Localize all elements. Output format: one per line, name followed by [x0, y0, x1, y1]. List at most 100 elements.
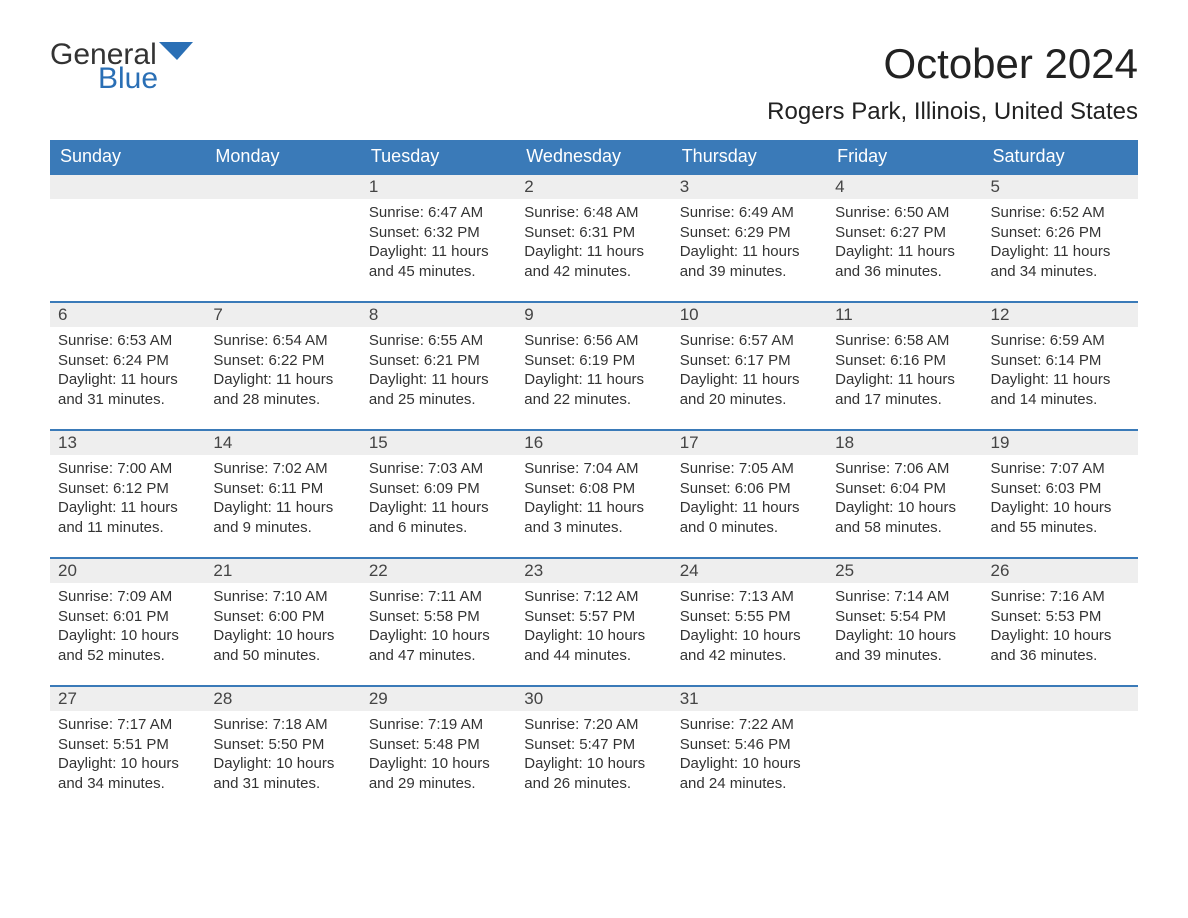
- calendar-day: 14Sunrise: 7:02 AMSunset: 6:11 PMDayligh…: [205, 429, 360, 557]
- calendar-row: 1Sunrise: 6:47 AMSunset: 6:32 PMDaylight…: [50, 173, 1138, 301]
- day-details: Sunrise: 7:18 AMSunset: 5:50 PMDaylight:…: [205, 711, 360, 803]
- title-block: October 2024 Rogers Park, Illinois, Unit…: [767, 40, 1138, 126]
- day-details: Sunrise: 7:03 AMSunset: 6:09 PMDaylight:…: [361, 455, 516, 547]
- calendar-day: 19Sunrise: 7:07 AMSunset: 6:03 PMDayligh…: [983, 429, 1138, 557]
- calendar-day: 10Sunrise: 6:57 AMSunset: 6:17 PMDayligh…: [672, 301, 827, 429]
- day-details: Sunrise: 6:48 AMSunset: 6:31 PMDaylight:…: [516, 199, 671, 291]
- weekday-header: Tuesday: [361, 140, 516, 173]
- day-number: 25: [827, 557, 982, 583]
- weekday-header: Sunday: [50, 140, 205, 173]
- calendar-day: 30Sunrise: 7:20 AMSunset: 5:47 PMDayligh…: [516, 685, 671, 813]
- day-number: 18: [827, 429, 982, 455]
- day-details: Sunrise: 6:59 AMSunset: 6:14 PMDaylight:…: [983, 327, 1138, 419]
- day-number: 24: [672, 557, 827, 583]
- calendar-empty: [983, 685, 1138, 813]
- calendar-day: 12Sunrise: 6:59 AMSunset: 6:14 PMDayligh…: [983, 301, 1138, 429]
- calendar-day: 29Sunrise: 7:19 AMSunset: 5:48 PMDayligh…: [361, 685, 516, 813]
- calendar-day: 22Sunrise: 7:11 AMSunset: 5:58 PMDayligh…: [361, 557, 516, 685]
- calendar-day: 11Sunrise: 6:58 AMSunset: 6:16 PMDayligh…: [827, 301, 982, 429]
- day-details: Sunrise: 7:00 AMSunset: 6:12 PMDaylight:…: [50, 455, 205, 547]
- day-number: 28: [205, 685, 360, 711]
- calendar-day: 25Sunrise: 7:14 AMSunset: 5:54 PMDayligh…: [827, 557, 982, 685]
- day-number: 11: [827, 301, 982, 327]
- calendar-day: 26Sunrise: 7:16 AMSunset: 5:53 PMDayligh…: [983, 557, 1138, 685]
- calendar-day: 4Sunrise: 6:50 AMSunset: 6:27 PMDaylight…: [827, 173, 982, 301]
- day-details: Sunrise: 6:49 AMSunset: 6:29 PMDaylight:…: [672, 199, 827, 291]
- calendar-day: 8Sunrise: 6:55 AMSunset: 6:21 PMDaylight…: [361, 301, 516, 429]
- calendar-day: 9Sunrise: 6:56 AMSunset: 6:19 PMDaylight…: [516, 301, 671, 429]
- calendar-day: 18Sunrise: 7:06 AMSunset: 6:04 PMDayligh…: [827, 429, 982, 557]
- day-details: Sunrise: 7:16 AMSunset: 5:53 PMDaylight:…: [983, 583, 1138, 675]
- day-details: Sunrise: 7:04 AMSunset: 6:08 PMDaylight:…: [516, 455, 671, 547]
- day-number: 27: [50, 685, 205, 711]
- day-details: Sunrise: 7:07 AMSunset: 6:03 PMDaylight:…: [983, 455, 1138, 547]
- day-details: Sunrise: 7:19 AMSunset: 5:48 PMDaylight:…: [361, 711, 516, 803]
- day-number: 15: [361, 429, 516, 455]
- day-details: Sunrise: 6:57 AMSunset: 6:17 PMDaylight:…: [672, 327, 827, 419]
- calendar-empty: [827, 685, 982, 813]
- calendar-day: 7Sunrise: 6:54 AMSunset: 6:22 PMDaylight…: [205, 301, 360, 429]
- day-number: 21: [205, 557, 360, 583]
- day-number: 29: [361, 685, 516, 711]
- day-details: Sunrise: 6:54 AMSunset: 6:22 PMDaylight:…: [205, 327, 360, 419]
- day-details: Sunrise: 7:12 AMSunset: 5:57 PMDaylight:…: [516, 583, 671, 675]
- day-number: 31: [672, 685, 827, 711]
- day-details: Sunrise: 6:52 AMSunset: 6:26 PMDaylight:…: [983, 199, 1138, 291]
- calendar-day: 23Sunrise: 7:12 AMSunset: 5:57 PMDayligh…: [516, 557, 671, 685]
- calendar-body: 1Sunrise: 6:47 AMSunset: 6:32 PMDaylight…: [50, 173, 1138, 813]
- day-number: 7: [205, 301, 360, 327]
- day-number: 3: [672, 173, 827, 199]
- day-number: 22: [361, 557, 516, 583]
- day-details: Sunrise: 7:06 AMSunset: 6:04 PMDaylight:…: [827, 455, 982, 547]
- day-details: Sunrise: 7:11 AMSunset: 5:58 PMDaylight:…: [361, 583, 516, 675]
- day-number: 6: [50, 301, 205, 327]
- day-details: Sunrise: 6:50 AMSunset: 6:27 PMDaylight:…: [827, 199, 982, 291]
- calendar-day: 16Sunrise: 7:04 AMSunset: 6:08 PMDayligh…: [516, 429, 671, 557]
- calendar-day: 24Sunrise: 7:13 AMSunset: 5:55 PMDayligh…: [672, 557, 827, 685]
- day-number: 17: [672, 429, 827, 455]
- day-details: Sunrise: 7:05 AMSunset: 6:06 PMDaylight:…: [672, 455, 827, 547]
- day-number-empty: [50, 173, 205, 199]
- day-details: Sunrise: 6:53 AMSunset: 6:24 PMDaylight:…: [50, 327, 205, 419]
- day-number-empty: [983, 685, 1138, 711]
- calendar-table: SundayMondayTuesdayWednesdayThursdayFrid…: [50, 140, 1138, 813]
- calendar-day: 13Sunrise: 7:00 AMSunset: 6:12 PMDayligh…: [50, 429, 205, 557]
- day-number: 8: [361, 301, 516, 327]
- day-number: 13: [50, 429, 205, 455]
- calendar-row: 27Sunrise: 7:17 AMSunset: 5:51 PMDayligh…: [50, 685, 1138, 813]
- calendar-row: 13Sunrise: 7:00 AMSunset: 6:12 PMDayligh…: [50, 429, 1138, 557]
- month-title: October 2024: [767, 40, 1138, 88]
- weekday-header-row: SundayMondayTuesdayWednesdayThursdayFrid…: [50, 140, 1138, 173]
- calendar-day: 3Sunrise: 6:49 AMSunset: 6:29 PMDaylight…: [672, 173, 827, 301]
- calendar-day: 17Sunrise: 7:05 AMSunset: 6:06 PMDayligh…: [672, 429, 827, 557]
- day-number-empty: [205, 173, 360, 199]
- header: General Blue October 2024 Rogers Park, I…: [50, 40, 1138, 126]
- day-number: 19: [983, 429, 1138, 455]
- day-number: 30: [516, 685, 671, 711]
- day-number: 5: [983, 173, 1138, 199]
- location: Rogers Park, Illinois, United States: [767, 98, 1138, 126]
- calendar-day: 6Sunrise: 6:53 AMSunset: 6:24 PMDaylight…: [50, 301, 205, 429]
- day-number: 4: [827, 173, 982, 199]
- calendar-row: 20Sunrise: 7:09 AMSunset: 6:01 PMDayligh…: [50, 557, 1138, 685]
- calendar-day: 1Sunrise: 6:47 AMSunset: 6:32 PMDaylight…: [361, 173, 516, 301]
- day-number: 10: [672, 301, 827, 327]
- calendar-day: 21Sunrise: 7:10 AMSunset: 6:00 PMDayligh…: [205, 557, 360, 685]
- day-details: Sunrise: 7:10 AMSunset: 6:00 PMDaylight:…: [205, 583, 360, 675]
- day-details: Sunrise: 7:02 AMSunset: 6:11 PMDaylight:…: [205, 455, 360, 547]
- weekday-header: Monday: [205, 140, 360, 173]
- day-details: Sunrise: 6:47 AMSunset: 6:32 PMDaylight:…: [361, 199, 516, 291]
- weekday-header: Saturday: [983, 140, 1138, 173]
- calendar-empty: [205, 173, 360, 301]
- day-details: Sunrise: 7:17 AMSunset: 5:51 PMDaylight:…: [50, 711, 205, 803]
- day-number: 14: [205, 429, 360, 455]
- calendar-day: 20Sunrise: 7:09 AMSunset: 6:01 PMDayligh…: [50, 557, 205, 685]
- day-details: Sunrise: 7:09 AMSunset: 6:01 PMDaylight:…: [50, 583, 205, 675]
- calendar-day: 2Sunrise: 6:48 AMSunset: 6:31 PMDaylight…: [516, 173, 671, 301]
- day-details: Sunrise: 7:13 AMSunset: 5:55 PMDaylight:…: [672, 583, 827, 675]
- logo: General Blue: [50, 40, 193, 94]
- day-number-empty: [827, 685, 982, 711]
- day-number: 16: [516, 429, 671, 455]
- calendar-day: 28Sunrise: 7:18 AMSunset: 5:50 PMDayligh…: [205, 685, 360, 813]
- day-details: Sunrise: 7:14 AMSunset: 5:54 PMDaylight:…: [827, 583, 982, 675]
